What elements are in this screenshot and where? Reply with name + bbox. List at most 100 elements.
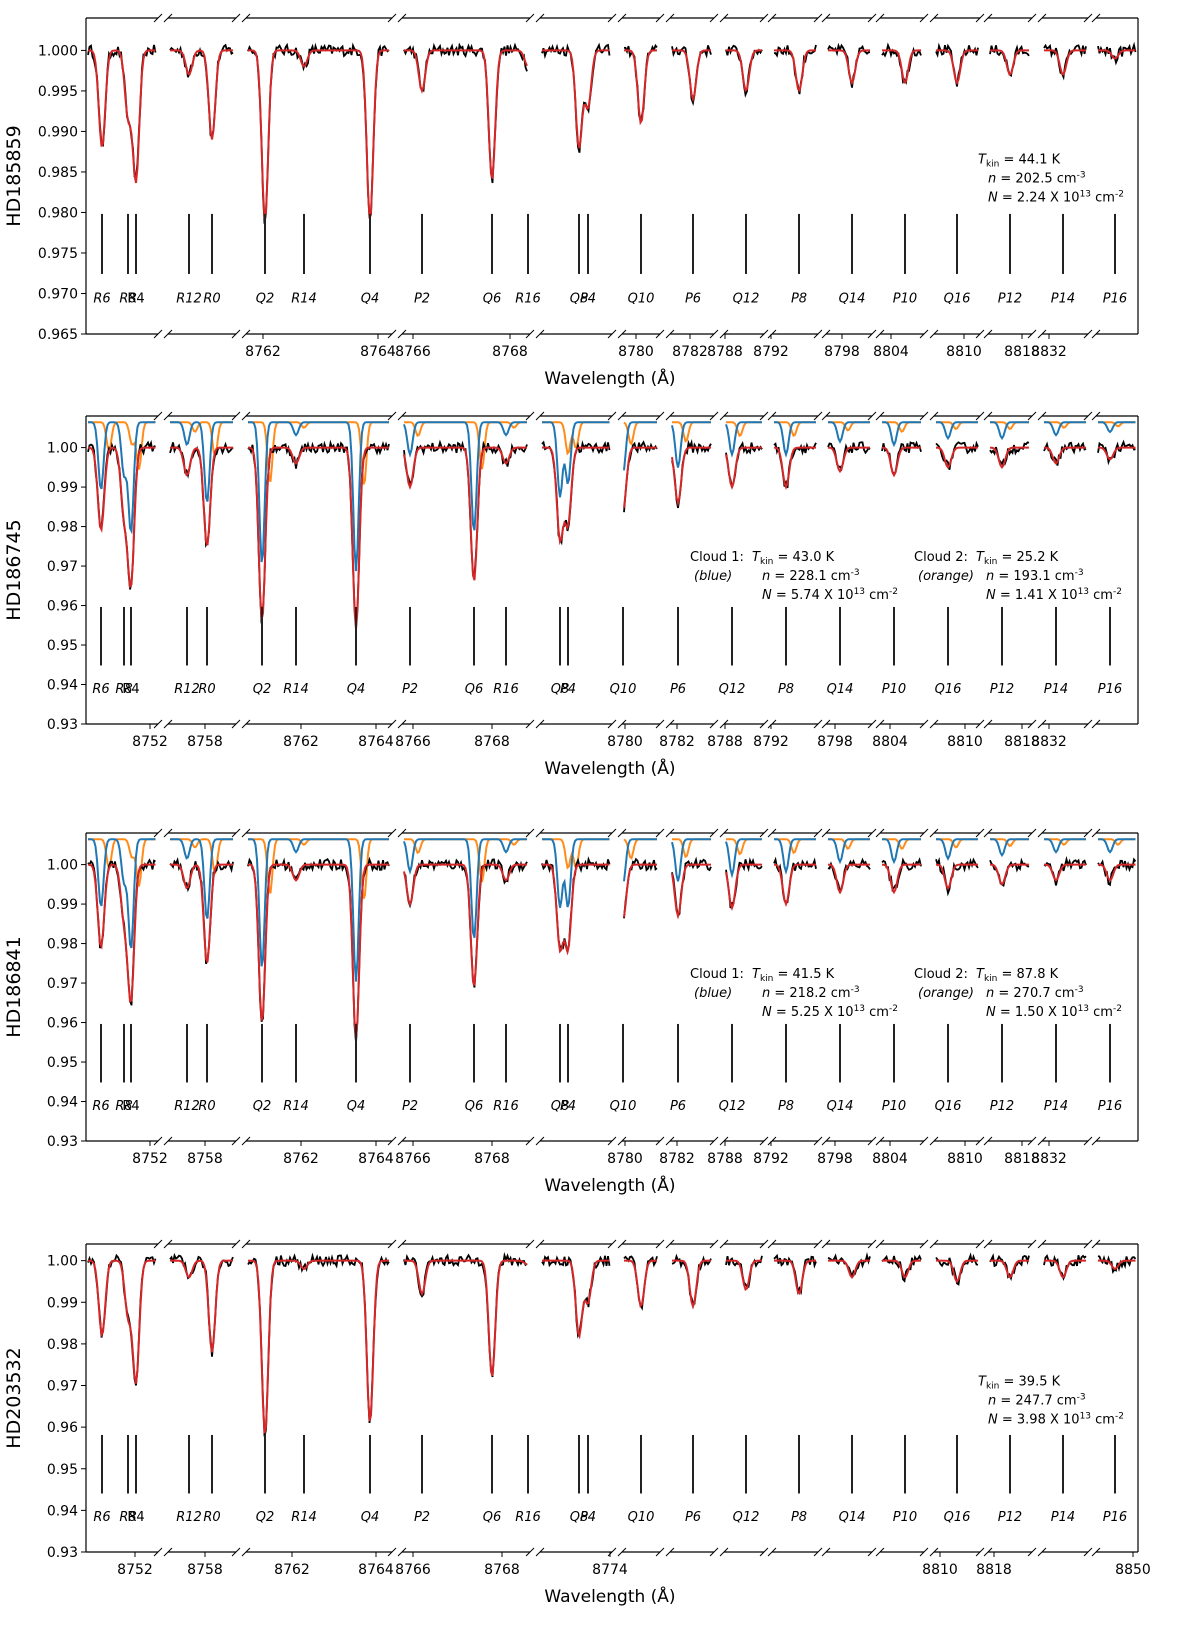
model-spectrum-line — [725, 446, 762, 491]
axis-break-mark — [1091, 828, 1101, 838]
line-label-q10: Q10 — [628, 291, 655, 306]
column-density-value: N = 2.24 X 1013 cm-2 — [988, 189, 1124, 205]
annotation-block: Tkin = 39.5 Kn = 247.7 cm-3 N = 3.98 X 10… — [978, 1375, 1124, 1428]
line-label-r16: R16 — [493, 1099, 519, 1114]
line-label-q14: Q14 — [827, 682, 854, 697]
x-tick-label: 8768 — [474, 1151, 510, 1167]
line-label-r4: R4 — [122, 682, 139, 697]
axis-break-mark — [1037, 719, 1047, 729]
panel-1: 0.965 0.970 0.975 0.980 0.985 0.990 0.995 1.000… — [3, 13, 1139, 389]
model-spectrum-line — [247, 446, 389, 630]
axis-break-mark — [607, 719, 617, 729]
axis-break-mark — [719, 329, 729, 339]
model-spectrum-line — [623, 446, 657, 508]
axis-break-mark — [163, 13, 173, 23]
line-label-p16: P16 — [1098, 1099, 1122, 1114]
axis-break-mark — [719, 719, 729, 729]
axis-break-mark — [767, 13, 777, 23]
line-label-p10: P10 — [882, 1099, 906, 1114]
axis-break-mark — [759, 719, 769, 729]
observed-spectrum-line — [169, 1252, 234, 1357]
axis-break-mark — [397, 1547, 407, 1557]
model-spectrum-line — [624, 49, 657, 126]
axis-break-mark — [867, 719, 877, 729]
line-label-p16: P16 — [1103, 291, 1127, 306]
cloud2-model-line — [542, 838, 610, 870]
axis-break-mark — [525, 13, 535, 23]
x-tick-label: 8818 — [1004, 1151, 1040, 1167]
observed-spectrum-line — [725, 857, 763, 909]
x-tick-label: 8798 — [817, 734, 853, 750]
axis-break-mark — [709, 828, 719, 838]
line-label-p12: P12 — [990, 682, 1014, 697]
axis-break-mark — [929, 411, 939, 421]
cloud1-model-line — [882, 421, 921, 448]
axis-break-mark — [983, 13, 993, 23]
line-label-q12: Q12 — [733, 1510, 760, 1525]
model-spectrum-line — [1097, 863, 1136, 882]
axis-break-mark — [617, 1136, 627, 1146]
axis-break-mark — [919, 329, 929, 339]
model-spectrum-line — [828, 49, 870, 86]
axis-break-mark — [875, 719, 885, 729]
x-tick-label: 8792 — [753, 734, 789, 750]
axis-break-mark — [397, 13, 407, 23]
axis-break-mark — [665, 329, 675, 339]
line-label-q12: Q12 — [719, 1099, 746, 1114]
cloud-color-label: (blue) — [694, 986, 732, 1001]
axis-break-mark — [1091, 329, 1101, 339]
x-tick-label: 8810 — [922, 1562, 958, 1578]
x-tick-label: 8762 — [283, 1151, 319, 1167]
model-spectrum-line — [726, 49, 762, 93]
axis-break-mark — [153, 828, 163, 838]
y-tick-label: 0.980 — [38, 205, 78, 221]
observed-spectrum-line — [169, 857, 234, 965]
axis-break-mark — [525, 828, 535, 838]
y-tick-label: 0.975 — [38, 246, 78, 262]
axis-break-mark — [525, 1239, 535, 1249]
axis-break-mark — [655, 1239, 665, 1249]
x-tick-label: 8762 — [274, 1562, 310, 1578]
axis-break-mark — [867, 1547, 877, 1557]
axis-break-mark — [1027, 1239, 1037, 1249]
annotation-block: Cloud 1: (blue) Tkin = 43.0 Kn = 228.1 cm-… — [690, 550, 898, 603]
axis-break-mark — [767, 329, 777, 339]
line-label-q6: Q6 — [465, 682, 484, 697]
axis-break-mark — [607, 13, 617, 23]
tkin-value: Tkin = 87.8 K — [976, 967, 1059, 984]
axis-break-mark — [975, 329, 985, 339]
x-tick-label: 8782 — [659, 1151, 695, 1167]
observed-spectrum-line — [827, 1252, 871, 1280]
axis-break-mark — [665, 828, 675, 838]
line-label-r6: R6 — [92, 682, 109, 697]
cloud1-model-line — [671, 421, 711, 468]
column-density-value: N = 3.98 X 1013 cm-2 — [988, 1412, 1124, 1428]
axis-break-mark — [919, 1239, 929, 1249]
observed-spectrum-line — [623, 857, 658, 919]
axis-break-mark — [163, 1239, 173, 1249]
line-label-p14: P14 — [1051, 291, 1075, 306]
model-spectrum-line — [672, 49, 711, 103]
line-label-q4: Q4 — [361, 1510, 380, 1525]
model-spectrum-line — [881, 863, 921, 895]
x-tick-label: 8766 — [395, 1562, 431, 1578]
cloud1-model-line — [248, 421, 389, 572]
model-spectrum-line — [881, 446, 921, 478]
cloud2-model-line — [672, 838, 711, 859]
axis-break-mark — [919, 411, 929, 421]
model-spectrum-line — [989, 863, 1029, 886]
observed-spectrum-line — [1097, 41, 1137, 66]
annotation-block: Cloud 2: (orange)Tkin = 25.2 Kn = 193.1 c… — [914, 550, 1122, 603]
axis-break-mark — [1091, 719, 1101, 729]
model-spectrum-line — [542, 1259, 610, 1340]
x-tick-label: 8768 — [484, 1562, 520, 1578]
x-tick-label: 8758 — [187, 734, 223, 750]
axis-break-mark — [607, 828, 617, 838]
model-spectrum-line — [87, 863, 156, 1003]
x-tick-label: 8818 — [1004, 344, 1040, 360]
line-label-p4: P4 — [580, 291, 596, 306]
line-label-r12: R12 — [174, 682, 200, 697]
line-label-p12: P12 — [990, 1099, 1014, 1114]
axis-break-mark — [919, 719, 929, 729]
axis-break-mark — [929, 329, 939, 339]
